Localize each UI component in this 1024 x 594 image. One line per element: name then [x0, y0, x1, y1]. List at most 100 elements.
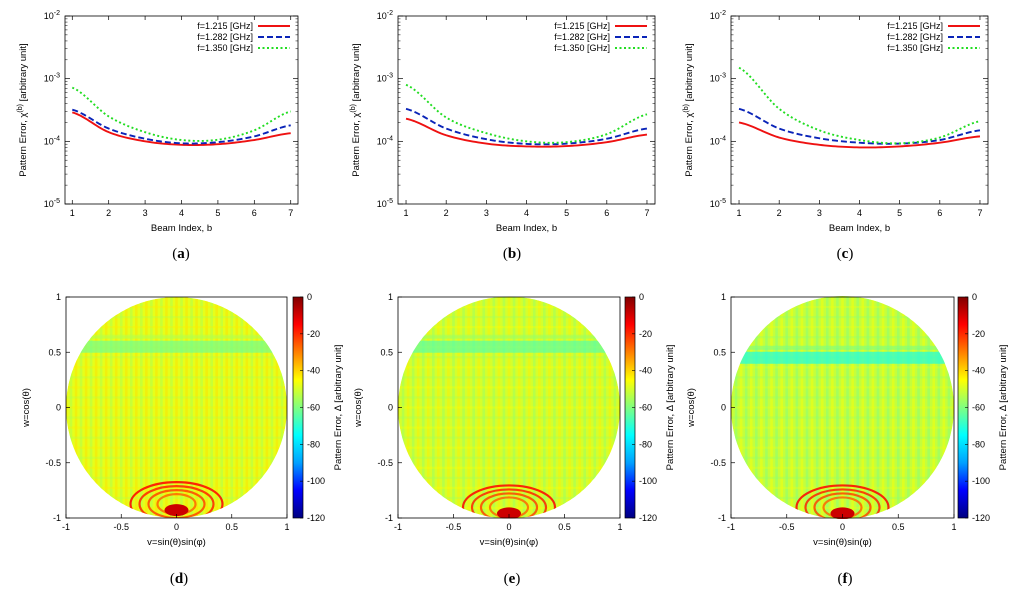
y-tick-label: 10-5: [710, 198, 726, 209]
y-tick-base: 10: [377, 136, 387, 146]
y-tick-label: -0.5: [377, 458, 393, 468]
y-tick-base: 10: [710, 136, 720, 146]
x-tick-label: 1: [70, 208, 75, 218]
heatmap-stripe: [851, 297, 854, 518]
x-tick-label: 6: [937, 208, 942, 218]
heatmap-ripple: [731, 406, 954, 409]
y-axis-label: Pattern Error, χ(b) [arbitrary unit]: [17, 43, 29, 176]
heatmap-stripe: [119, 297, 123, 518]
heatmap-stripe: [907, 297, 910, 518]
heatmap-stripe: [240, 297, 244, 518]
y-axis-label-unit: [arbitrary unit]: [351, 43, 362, 104]
y-tick-base: 10: [44, 74, 54, 84]
heatmap-stripe: [160, 297, 163, 518]
x-tick-label: 0.5: [558, 522, 571, 532]
heatmap-ripple: [731, 476, 954, 479]
heatmap-stripe: [553, 297, 556, 518]
legend-label: f=1.215 [GHz]: [554, 21, 610, 31]
heatmap-ripple: [398, 396, 620, 399]
panel-caption: (e): [504, 571, 521, 587]
y-axis-label-superscript: (b): [17, 104, 24, 113]
colorbar-tick-label: -60: [972, 403, 985, 413]
heatmap-stripe: [543, 297, 546, 518]
heatmap-stripe: [912, 297, 915, 518]
caption-paren-open: (: [172, 246, 177, 262]
heatmap-stripe: [255, 297, 259, 518]
x-axis-label: v=sin(θ)sin(φ): [147, 537, 206, 548]
y-tick-base: 10: [377, 11, 387, 21]
heatmap-stripe: [780, 297, 783, 518]
y-tick-label: 0.5: [713, 347, 726, 357]
heatmap-stripe: [527, 297, 531, 518]
heatmap-stripe: [175, 297, 178, 518]
heatmap-ripple: [398, 446, 620, 449]
heatmap-stripe: [739, 297, 743, 518]
heatmap-stripe: [140, 297, 143, 518]
heatmap-stripe: [765, 297, 768, 518]
heatmap-stripe: [846, 297, 849, 518]
y-tick-label: 10-4: [710, 135, 726, 146]
heatmap-stripe: [462, 297, 465, 518]
panel-f: -1 -0.5 0 0.5 1 -1 -0.5 0 0.5 1 v=sin(θ)sin(φ) w=co…: [686, 292, 1009, 587]
y-tick-exponent: -5: [720, 198, 726, 205]
heatmap-stripe: [165, 297, 168, 518]
x-tick-label: -1: [62, 522, 70, 532]
heatmap-ripple: [66, 496, 287, 500]
legend-label: f=1.350 [GHz]: [554, 43, 610, 53]
legend-label: f=1.282 [GHz]: [554, 32, 610, 42]
heatmap-stripe: [492, 297, 496, 518]
heatmap-band: [398, 340, 620, 353]
colorbar-tick-label: -80: [307, 439, 320, 449]
heatmap-stripe: [810, 297, 814, 518]
heatmap-field: [731, 296, 954, 519]
x-axis-label: v=sin(θ)sin(φ): [480, 537, 539, 548]
heatmap-stripe: [94, 297, 98, 518]
heatmap-stripe: [250, 297, 254, 518]
heatmap-ripple: [66, 305, 287, 309]
y-axis-label: Pattern Error, χ(b) [arbitrary unit]: [350, 43, 362, 176]
heatmap-stripe: [770, 297, 773, 518]
y-tick-base: 10: [710, 199, 720, 209]
y-tick-label: 1: [56, 292, 61, 302]
x-tick-label: 0: [174, 522, 179, 532]
x-tick-label: 0: [840, 522, 845, 532]
series-line-3: [738, 66, 981, 145]
heatmap-ripple: [731, 456, 954, 459]
heatmap-ripple: [66, 315, 287, 319]
x-tick-label: 3: [143, 208, 148, 218]
legend-label: f=1.350 [GHz]: [887, 43, 943, 53]
heatmap-band-edge: [66, 334, 287, 339]
colorbar-tick-label: -100: [639, 476, 657, 486]
heatmap-ripple: [66, 436, 287, 439]
heatmap-stripe: [618, 297, 620, 518]
heatmap-stripe: [457, 297, 460, 518]
x-tick-label: 2: [777, 208, 782, 218]
x-tick-label: 3: [817, 208, 822, 218]
x-tick-label: 1: [617, 522, 622, 532]
y-tick-label: 10-5: [44, 198, 60, 209]
heatmap-hotspot-ring: [461, 484, 557, 519]
y-axis-label: Pattern Error, χ(b) [arbitrary unit]: [683, 43, 695, 176]
x-tick-label: 5: [564, 208, 569, 218]
y-tick-exponent: -4: [387, 135, 393, 142]
heatmap-background: [731, 296, 954, 519]
colorbar-tick-label: -80: [972, 439, 985, 449]
colorbar-tick-label: -80: [639, 439, 652, 449]
series-line-3: [71, 86, 291, 142]
heatmap-ripple: [66, 456, 287, 459]
panel-caption: (a): [172, 246, 190, 262]
heatmap-field: [398, 296, 620, 519]
heatmap-hotspot-ring: [479, 492, 539, 519]
heatmap-ripple: [398, 456, 620, 459]
heatmap-stripe: [482, 297, 486, 518]
heatmap-stripe: [588, 297, 592, 518]
heatmap-stripe: [472, 297, 475, 518]
heatmap-stripe: [942, 297, 946, 518]
x-tick-label: 1: [404, 208, 409, 218]
y-tick-label: -0.5: [710, 458, 726, 468]
x-tick-label: 5: [897, 208, 902, 218]
heatmap-ripple: [398, 476, 620, 479]
y-tick-label: 10-2: [710, 10, 726, 21]
y-axis-label-unit: [arbitrary unit]: [18, 43, 29, 104]
